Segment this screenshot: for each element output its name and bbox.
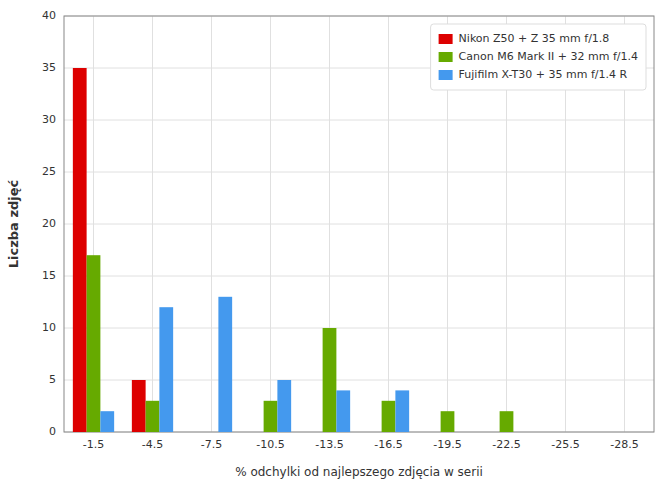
x-tick-label: -13.5 — [315, 438, 343, 451]
bar — [87, 255, 101, 432]
bar — [513, 432, 527, 433]
y-tick-label: 25 — [42, 165, 56, 178]
x-tick-label: -25.5 — [551, 438, 579, 451]
bar — [323, 328, 337, 432]
legend-label: Fujifilm X-T30 + 35 mm f/1.4 R — [459, 68, 628, 81]
x-grid-line — [211, 16, 212, 432]
y-tick-label: 40 — [42, 9, 56, 22]
x-grid-line — [388, 16, 389, 432]
x-tick-label: -28.5 — [610, 438, 638, 451]
bar — [500, 411, 514, 432]
bar — [545, 432, 559, 433]
bar — [486, 432, 500, 433]
bar — [382, 401, 396, 432]
x-tick-label: -22.5 — [492, 438, 520, 451]
y-tick-label: 30 — [42, 113, 56, 126]
bar — [73, 68, 87, 432]
bar — [572, 432, 586, 433]
y-tick-label: 20 — [42, 217, 56, 230]
bars — [73, 68, 514, 432]
x-axis-label: % odchylki od najlepszego zdjęcia w seri… — [235, 465, 483, 479]
bar — [264, 401, 278, 432]
bar — [132, 380, 146, 432]
legend-label: Nikon Z50 + Z 35 mm f/1.8 — [459, 32, 610, 45]
bar — [100, 411, 114, 432]
bar — [336, 390, 350, 432]
legend-swatch — [439, 52, 453, 62]
bar — [309, 432, 323, 433]
legend-swatch — [439, 70, 453, 80]
bar-series — [100, 297, 409, 432]
bar — [604, 432, 618, 433]
y-tick-label: 5 — [49, 373, 56, 386]
bar — [631, 432, 645, 433]
y-tick-label: 10 — [42, 321, 56, 334]
bar — [146, 401, 160, 432]
bar — [441, 411, 455, 432]
bar — [395, 390, 409, 432]
legend-label: Canon M6 Mark II + 32 mm f/1.4 — [459, 50, 638, 63]
bar — [618, 432, 632, 433]
x-grid-line — [270, 16, 271, 432]
grid — [64, 16, 654, 432]
x-tick-label: -19.5 — [433, 438, 461, 451]
bar-series — [73, 68, 146, 432]
y-tick-label: 35 — [42, 61, 56, 74]
x-tick-label: -7.5 — [201, 438, 222, 451]
bar — [368, 432, 382, 433]
x-tick-label: -10.5 — [256, 438, 284, 451]
y-axis-label: Liczba zdjęć — [6, 179, 21, 268]
legend: Nikon Z50 + Z 35 mm f/1.8 Canon M6 Mark I… — [431, 24, 646, 90]
x-tick-label: -4.5 — [142, 438, 163, 451]
bar — [427, 432, 441, 433]
chart-svg: 0 5 10 15 20 25 30 35 40 -1.5 -4.5 -7.5 -10.5 -13.5 -1… — [0, 0, 670, 490]
bar — [454, 432, 468, 433]
bar — [559, 432, 573, 433]
bar — [218, 297, 232, 432]
bar — [191, 432, 205, 433]
bar — [159, 307, 173, 432]
chart-container: 0 5 10 15 20 25 30 35 40 -1.5 -4.5 -7.5 -10.5 -13.5 -1… — [0, 0, 670, 490]
bar — [205, 432, 219, 433]
plot-frame — [64, 16, 654, 432]
bar — [277, 380, 291, 432]
y-tick-label: 0 — [49, 425, 56, 438]
legend-swatch — [439, 34, 453, 44]
bar-series — [87, 255, 514, 432]
x-tick-label: -1.5 — [83, 438, 104, 451]
axes: 0 5 10 15 20 25 30 35 40 -1.5 -4.5 -7.5 -10.5 -13.5 -1… — [6, 9, 654, 479]
legend-box — [431, 24, 646, 90]
x-tick-label: -16.5 — [374, 438, 402, 451]
bar — [250, 432, 264, 433]
y-tick-label: 15 — [42, 269, 56, 282]
x-grid-line — [152, 16, 153, 432]
